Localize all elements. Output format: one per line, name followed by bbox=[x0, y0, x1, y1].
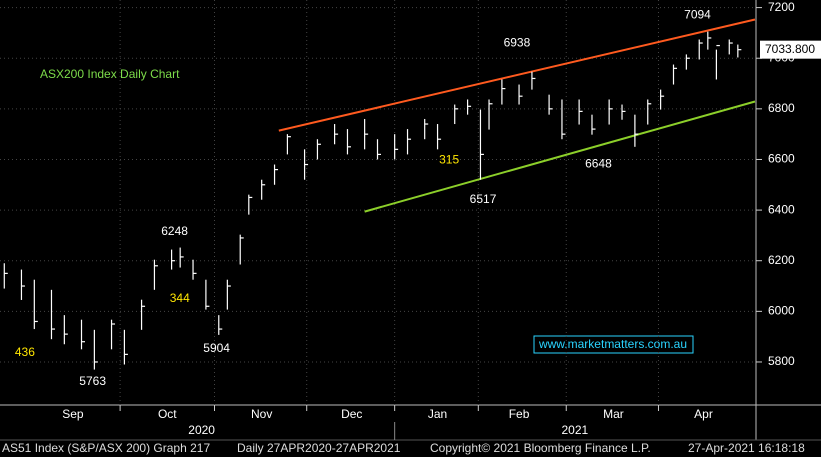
x-tick-label: Sep bbox=[62, 407, 84, 421]
annotation: 436 bbox=[15, 345, 35, 359]
footer-text: AS51 Index (S&P/ASX 200) Graph 217 bbox=[2, 441, 210, 455]
year-label: 2021 bbox=[561, 423, 588, 437]
footer-text: Copyright© 2021 Bloomberg Finance L.P. bbox=[430, 441, 651, 455]
x-tick-label: Dec bbox=[341, 407, 362, 421]
trendline bbox=[364, 100, 756, 213]
watermark-box bbox=[533, 335, 694, 354]
watermark: www.marketmatters.com.au bbox=[538, 337, 687, 351]
last-price-box bbox=[760, 40, 821, 59]
annotation: 5763 bbox=[79, 374, 106, 388]
year-label: 2020 bbox=[188, 423, 215, 437]
x-tick-label: Oct bbox=[158, 407, 177, 421]
y-tick-label: 5800 bbox=[768, 354, 795, 368]
annotation: 315 bbox=[439, 153, 459, 167]
y-tick-label: 6800 bbox=[768, 101, 795, 115]
annotation: 6517 bbox=[470, 192, 497, 206]
y-tick-label: 6200 bbox=[768, 253, 795, 267]
annotation: 5904 bbox=[203, 341, 230, 355]
trendline bbox=[278, 18, 756, 132]
footer-text: Daily 27APR2020-27APR2021 bbox=[237, 441, 401, 455]
last-price-label: 7033.800 bbox=[765, 42, 815, 56]
x-tick-label: Apr bbox=[694, 407, 713, 421]
y-tick-label: 6000 bbox=[768, 304, 795, 318]
annotation: 7094 bbox=[684, 8, 711, 22]
annotation: 344 bbox=[170, 291, 190, 305]
x-tick-label: Mar bbox=[603, 407, 624, 421]
annotation: 6648 bbox=[585, 157, 612, 171]
y-tick-label: 7200 bbox=[768, 0, 795, 14]
x-tick-label: Feb bbox=[509, 407, 530, 421]
y-tick-label: 6400 bbox=[768, 202, 795, 216]
annotation: 6938 bbox=[504, 36, 531, 50]
x-tick-label: Jan bbox=[428, 407, 447, 421]
x-tick-label: Nov bbox=[251, 407, 272, 421]
annotation: 6248 bbox=[161, 224, 188, 238]
chart-title: ASX200 Index Daily Chart bbox=[40, 67, 180, 81]
y-tick-label: 6600 bbox=[768, 152, 795, 166]
footer-text: 27-Apr-2021 16:18:18 bbox=[688, 441, 805, 455]
